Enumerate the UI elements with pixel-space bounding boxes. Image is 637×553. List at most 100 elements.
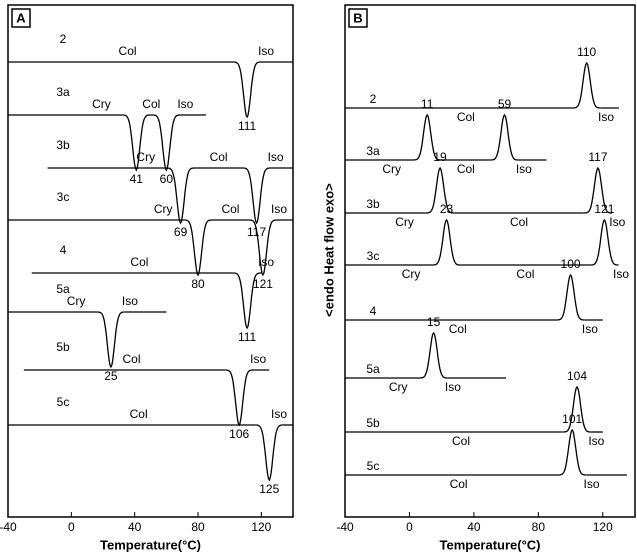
phase-label: Col: [457, 162, 475, 176]
peak: [558, 428, 587, 476]
phase-label: Cry: [92, 97, 111, 111]
trace-name: 5c: [57, 395, 70, 409]
x-tick-label: 80: [191, 520, 205, 534]
peak-label: 25: [104, 369, 118, 383]
peak-label: 41: [130, 172, 144, 186]
phase-label: Iso: [516, 162, 532, 176]
peak-label: 111: [238, 119, 257, 133]
trace-name: 2: [370, 92, 377, 106]
peak: [152, 114, 181, 172]
peak: [97, 311, 125, 369]
phase-label: Iso: [122, 294, 138, 308]
peak-label: 59: [498, 97, 512, 111]
peak: [413, 113, 442, 161]
phase-label: Iso: [582, 322, 598, 336]
phase-label: Col: [130, 407, 148, 421]
x-tick-label: 120: [251, 520, 271, 534]
x-tick-label: -40: [0, 520, 17, 534]
x-axis-label: Temperature(°C): [439, 537, 540, 552]
phase-label: Col: [221, 202, 239, 216]
panel-label-box: [11, 8, 31, 28]
phase-label: Iso: [609, 215, 625, 229]
phase-label: Iso: [588, 434, 604, 448]
peak: [233, 61, 261, 119]
phase-label: Iso: [613, 267, 629, 281]
peak: [556, 273, 585, 321]
plot-frame: [344, 4, 636, 518]
phase-label: Col: [449, 322, 467, 336]
peak-label: 60: [160, 172, 174, 186]
peak-label: 110: [577, 45, 596, 59]
trace-name: 3b: [366, 197, 380, 211]
phase-label: Iso: [268, 150, 284, 164]
peak-label: 69: [174, 225, 188, 239]
peak: [590, 218, 619, 266]
peak-label: 80: [191, 277, 205, 291]
trace-name: 4: [60, 243, 67, 257]
phase-label: Col: [516, 267, 534, 281]
peak-label: 101: [562, 412, 582, 426]
trace-name: 3c: [367, 249, 380, 263]
peak: [572, 61, 601, 109]
x-tick-label: 0: [406, 520, 413, 534]
peak: [425, 166, 455, 214]
phase-label: Cry: [67, 294, 86, 308]
phase-label: Iso: [583, 477, 599, 491]
trace-name: 3c: [57, 190, 70, 204]
phase-label: Cry: [382, 162, 401, 176]
phase-label: Iso: [258, 255, 274, 269]
peak-label: 117: [588, 150, 607, 164]
peak-label: 100: [561, 257, 581, 271]
peak-label: 23: [440, 202, 454, 216]
peak: [242, 167, 271, 225]
peak-label: 19: [433, 150, 447, 164]
phase-label: Col: [450, 477, 468, 491]
peak: [233, 272, 261, 330]
phase-label: Col: [142, 97, 160, 111]
phase-label: Col: [210, 150, 228, 164]
phase-label: Iso: [258, 44, 274, 58]
peak: [225, 369, 254, 427]
phase-label: Col: [119, 44, 137, 58]
trace-name: 5a: [366, 362, 380, 376]
trace-name: 3b: [56, 138, 70, 152]
peak-label: 121: [594, 202, 614, 216]
x-tick-label: 0: [68, 520, 75, 534]
phase-label: Iso: [598, 110, 614, 124]
phase-label: Col: [510, 215, 528, 229]
trace-name: 5b: [366, 416, 380, 430]
phase-label: Cry: [402, 267, 421, 281]
trace-name: 5b: [56, 340, 70, 354]
phase-label: Iso: [177, 97, 193, 111]
panel-label: B: [353, 10, 362, 25]
phase-label: Cry: [395, 215, 414, 229]
peak: [166, 167, 195, 225]
trace-name: 3a: [366, 144, 380, 158]
phase-label: Iso: [445, 380, 461, 394]
peak: [249, 219, 277, 277]
phase-label: Col: [130, 255, 148, 269]
phase-label: Iso: [250, 352, 266, 366]
trace-name: 5c: [367, 459, 380, 473]
trace-name: 5a: [56, 282, 70, 296]
peak: [184, 219, 212, 277]
phase-label: Col: [457, 110, 475, 124]
panel-label-box: [348, 8, 368, 28]
x-tick-label: 40: [467, 520, 481, 534]
plot-frame: [7, 4, 294, 518]
y-axis-label: <endo Heat flow exo>: [321, 183, 336, 317]
x-tick-label: 40: [128, 520, 142, 534]
peak: [432, 218, 461, 266]
phase-label: Iso: [271, 407, 287, 421]
peak-label: 106: [229, 427, 249, 441]
phase-label: Col: [452, 434, 470, 448]
peak: [583, 166, 613, 214]
peak: [255, 424, 284, 482]
peak-label: 125: [259, 482, 279, 496]
x-axis-label: Temperature(°C): [100, 537, 201, 552]
x-tick-label: -40: [336, 520, 354, 534]
peak-label: 11: [421, 97, 434, 111]
peak-label: 104: [567, 369, 587, 383]
panel-label: A: [16, 10, 26, 25]
